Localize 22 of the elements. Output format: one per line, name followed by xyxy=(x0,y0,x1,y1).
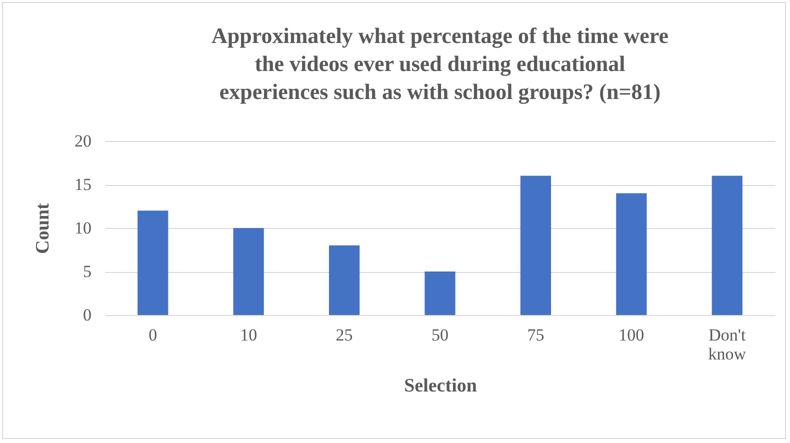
x-tick-label: Don't know xyxy=(708,326,747,364)
x-axis-title: Selection xyxy=(404,376,478,396)
bar xyxy=(328,245,360,315)
y-tick-label: 0 xyxy=(83,306,92,324)
x-tick-label: 10 xyxy=(240,326,258,344)
y-tick-label: 20 xyxy=(74,132,92,150)
y-tick-label: 5 xyxy=(83,262,92,281)
y-tick-label: 10 xyxy=(74,218,92,238)
bar xyxy=(138,210,168,315)
bar xyxy=(712,176,742,315)
x-tick-label: 75 xyxy=(527,326,544,344)
chart-title: Approximately what percentage of the time were the videos ever used during educational experiences such as with school groups? (n=81) xyxy=(211,23,669,104)
bar xyxy=(424,272,456,315)
bar xyxy=(233,228,264,315)
x-tick-label: 25 xyxy=(336,326,353,344)
y-tick-label: 15 xyxy=(74,175,92,194)
x-tick-label: 100 xyxy=(618,326,644,344)
y-axis-title: Count xyxy=(32,202,54,254)
x-tick-label: 50 xyxy=(432,326,448,344)
bar xyxy=(520,176,552,315)
x-tick-label: 0 xyxy=(148,326,158,344)
bar xyxy=(616,193,647,315)
